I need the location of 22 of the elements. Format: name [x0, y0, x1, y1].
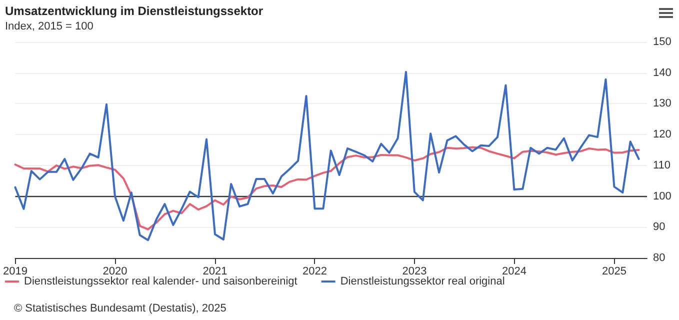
y-tick-label: 110	[653, 159, 671, 172]
legend-label: Dienstleistungssektor real kalender- und saisonbereinigt	[24, 276, 298, 288]
x-tick-label: 2025	[602, 266, 626, 278]
x-tick-label: 2019	[2, 266, 28, 278]
y-tick-label: 140	[653, 66, 672, 79]
x-tick-label: 2022	[302, 266, 327, 278]
line-series	[14, 146, 640, 230]
y-tick-label: 130	[653, 98, 672, 110]
chart-subtitle: Index, 2015 = 100	[5, 20, 94, 32]
legend-label: Dienstleistungssektor real original	[340, 276, 505, 288]
y-tick-label: 80	[653, 252, 666, 264]
chart-title: Umsatzentwicklung im Dienstleistungssektor	[5, 4, 264, 18]
x-tick-label: 2020	[102, 266, 128, 278]
y-tick-label: 150	[653, 36, 672, 48]
y-tick-label: 120	[653, 128, 672, 141]
x-tick-label: 2024	[502, 266, 526, 278]
y-tick-label: 90	[653, 221, 666, 234]
x-tick-label: 2021	[202, 266, 228, 278]
y-tick-label: 100	[653, 190, 672, 202]
x-tick-label: 2023	[402, 266, 427, 278]
line-series	[14, 70, 640, 242]
text: © Statistisches Bundesamt (Destatis), 2025	[14, 302, 226, 314]
